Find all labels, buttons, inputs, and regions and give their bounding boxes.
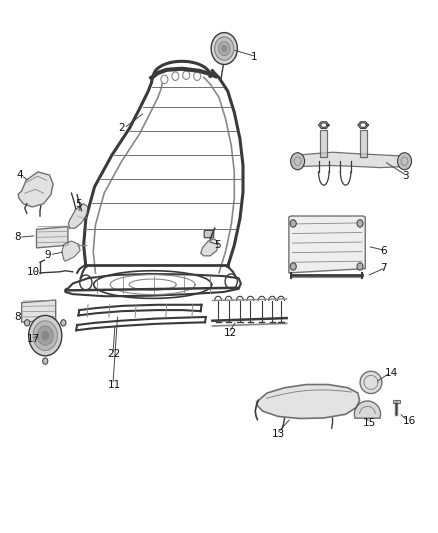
Text: 14: 14 xyxy=(385,368,398,378)
Circle shape xyxy=(61,320,66,326)
Polygon shape xyxy=(18,172,53,207)
Polygon shape xyxy=(320,131,327,157)
Polygon shape xyxy=(360,372,382,393)
Text: 5: 5 xyxy=(75,199,81,209)
Text: 8: 8 xyxy=(14,312,21,322)
Polygon shape xyxy=(354,401,381,418)
Polygon shape xyxy=(289,216,365,273)
Circle shape xyxy=(290,153,304,169)
Text: 1: 1 xyxy=(251,52,258,61)
Polygon shape xyxy=(21,300,56,322)
Text: 13: 13 xyxy=(272,429,285,439)
Text: 6: 6 xyxy=(381,246,387,255)
Text: 12: 12 xyxy=(223,328,237,338)
Text: 10: 10 xyxy=(27,267,40,277)
Text: 5: 5 xyxy=(215,240,221,250)
Circle shape xyxy=(37,326,53,345)
Polygon shape xyxy=(68,204,88,228)
Circle shape xyxy=(215,37,234,60)
Polygon shape xyxy=(36,227,68,248)
Circle shape xyxy=(28,316,62,356)
Polygon shape xyxy=(201,239,218,256)
Circle shape xyxy=(357,220,363,227)
Text: 22: 22 xyxy=(108,349,121,359)
Circle shape xyxy=(290,220,296,227)
Text: 11: 11 xyxy=(108,379,121,390)
Polygon shape xyxy=(297,152,406,167)
Text: 7: 7 xyxy=(381,263,387,272)
Circle shape xyxy=(211,33,237,64)
Circle shape xyxy=(25,320,30,326)
Circle shape xyxy=(357,263,363,270)
Circle shape xyxy=(222,45,227,52)
Text: 9: 9 xyxy=(44,250,51,260)
Circle shape xyxy=(219,42,230,55)
Text: 17: 17 xyxy=(27,334,40,344)
Circle shape xyxy=(33,321,57,351)
Circle shape xyxy=(42,332,49,340)
Text: 2: 2 xyxy=(119,123,125,133)
Text: 4: 4 xyxy=(16,170,23,180)
Text: 8: 8 xyxy=(14,232,21,243)
Polygon shape xyxy=(393,400,400,403)
Polygon shape xyxy=(257,384,360,418)
Text: 15: 15 xyxy=(363,418,376,429)
Circle shape xyxy=(42,358,48,365)
Polygon shape xyxy=(360,131,367,157)
Polygon shape xyxy=(62,241,80,261)
Circle shape xyxy=(290,263,296,270)
Text: 16: 16 xyxy=(403,416,416,426)
Circle shape xyxy=(398,153,412,169)
FancyBboxPatch shape xyxy=(204,230,214,238)
Text: 3: 3 xyxy=(403,171,409,181)
